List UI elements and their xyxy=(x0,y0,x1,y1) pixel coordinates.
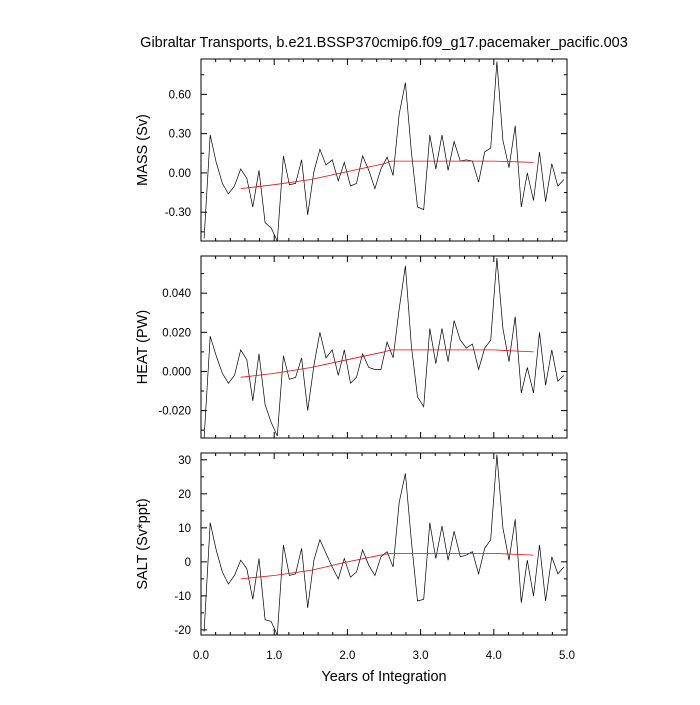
x-tick-label: 4.0 xyxy=(486,650,502,662)
salt-plot-frame xyxy=(200,452,568,636)
salt-panel: -20 -10 0 10 20 30 SALT (Sv*ppt) xyxy=(135,452,568,637)
mass-y-tick-label: 0.60 xyxy=(169,89,191,101)
x-axis: 0.0 1.0 2.0 3.0 4.0 5.0 xyxy=(193,650,575,662)
panels-group: -0.30 0.00 0.30 0.60 MASS (Sv) -0.020 0.000 0.0… xyxy=(135,58,568,637)
mass-panel: -0.30 0.00 0.30 0.60 MASS (Sv) xyxy=(135,58,568,242)
heat-y-tick-label: 0.000 xyxy=(162,366,191,378)
x-tick-label: 1.0 xyxy=(266,650,282,662)
heat-monthly-line xyxy=(203,257,565,438)
x-tick-label: 0.0 xyxy=(193,650,209,662)
x-tick-label: 5.0 xyxy=(559,650,575,662)
heat-y-tick-label: -0.020 xyxy=(158,406,191,418)
mass-y-axis-label: MASS (Sv) xyxy=(135,114,151,186)
heat-panel: -0.020 0.000 0.020 0.040 HEAT (PW) xyxy=(135,255,568,439)
mass-y-tick-label: 0.00 xyxy=(169,168,191,180)
salt-y-tick-label: 10 xyxy=(178,523,191,535)
mass-plot-frame xyxy=(200,58,568,242)
x-tick-label: 3.0 xyxy=(413,650,429,662)
heat-y-axis-label: HEAT (PW) xyxy=(135,310,151,384)
heat-smoothed-line xyxy=(240,349,534,378)
salt-y-tick-label: 20 xyxy=(178,489,191,501)
salt-monthly-line xyxy=(203,454,565,635)
chart-title: Gibraltar Transports, b.e21.BSSP370cmip6… xyxy=(140,35,628,51)
salt-smoothed-line xyxy=(240,553,534,580)
salt-y-tick-label: -10 xyxy=(174,591,191,603)
x-axis-label: Years of Integration xyxy=(321,669,446,685)
mass-y-tick-label: 0.30 xyxy=(169,129,191,141)
salt-y-tick-label: 30 xyxy=(178,455,191,467)
salt-y-tick-label: 0 xyxy=(185,557,191,569)
mass-y-tick-label: -0.30 xyxy=(165,207,191,219)
heat-plot-frame xyxy=(200,255,568,439)
mass-monthly-line xyxy=(203,61,565,241)
heat-y-tick-label: 0.040 xyxy=(162,288,191,300)
x-tick-label: 2.0 xyxy=(339,650,355,662)
heat-y-tick-label: 0.020 xyxy=(162,327,191,339)
salt-y-tick-label: -20 xyxy=(174,625,191,637)
salt-y-axis-label: SALT (Sv*ppt) xyxy=(135,498,151,589)
mass-smoothed-line xyxy=(240,160,534,189)
